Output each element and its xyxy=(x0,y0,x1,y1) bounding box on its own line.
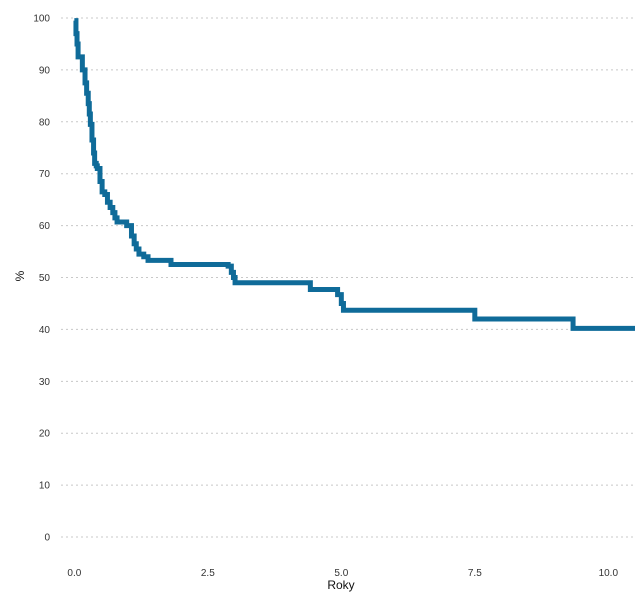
y-tick-label: 40 xyxy=(39,325,51,336)
y-tick-label: 80 xyxy=(39,117,51,128)
y-tick-label: 100 xyxy=(33,14,50,25)
y-axis-tick-labels: 0 10 20 30 40 50 60 70 80 90 100 xyxy=(33,14,50,544)
y-tick-label: 70 xyxy=(39,169,51,180)
y-tick-label: 50 xyxy=(39,273,51,284)
x-axis-title: Roky xyxy=(327,578,354,592)
x-tick-label: 10.0 xyxy=(599,568,619,579)
x-tick-label: 7.5 xyxy=(468,568,482,579)
gridlines xyxy=(61,17,635,538)
y-tick-label: 60 xyxy=(39,221,51,232)
y-tick-label: 90 xyxy=(39,65,51,76)
x-tick-label: 5.0 xyxy=(334,568,348,579)
x-tick-label: 2.5 xyxy=(201,568,215,579)
y-tick-label: 20 xyxy=(39,429,51,440)
y-axis-title: % xyxy=(13,270,27,281)
y-tick-label: 30 xyxy=(39,377,51,388)
survival-step-line xyxy=(73,18,635,331)
series-layer xyxy=(73,18,635,331)
y-tick-label: 0 xyxy=(44,533,50,544)
x-tick-label: 0.0 xyxy=(67,568,81,579)
x-axis-tick-labels: 0.0 2.5 5.0 7.5 10.0 xyxy=(67,568,618,579)
y-tick-label: 10 xyxy=(39,481,51,492)
